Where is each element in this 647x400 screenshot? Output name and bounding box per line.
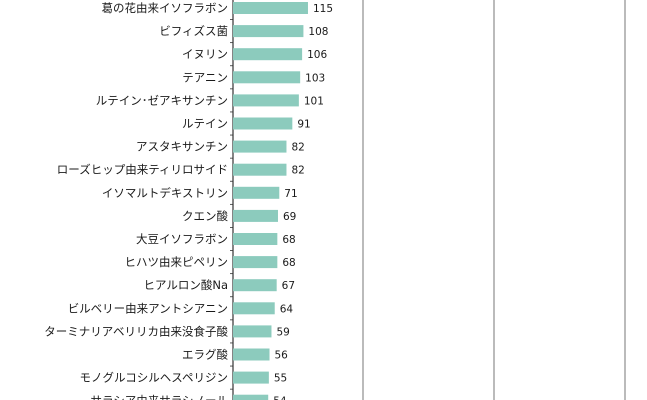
bar xyxy=(233,233,278,245)
labels-group: 葛の花由来イソフラボン 115 ビフィズス菌 108 イヌリン 106 テアニン 103 ルテイ… xyxy=(44,1,333,400)
value-label: 56 xyxy=(275,350,289,362)
category-label: サラシア由来サラシノール xyxy=(90,394,228,400)
category-label: アスタキサンチン xyxy=(136,140,228,154)
category-label: ルテイン･ゼアキサンチン xyxy=(96,93,228,107)
bar xyxy=(233,48,303,61)
bar xyxy=(233,94,299,107)
value-label: 68 xyxy=(282,234,295,246)
value-label: 108 xyxy=(308,26,328,38)
category-label: ヒアルロン酸Na xyxy=(143,278,228,292)
value-label: 91 xyxy=(297,119,310,131)
category-label: ヒハツ由来ピペリン xyxy=(125,255,229,269)
bar xyxy=(233,348,270,361)
value-label: 82 xyxy=(291,165,304,177)
bar xyxy=(233,371,269,384)
bar xyxy=(233,117,293,130)
category-label: エラグ酸 xyxy=(182,348,228,362)
value-label: 54 xyxy=(273,396,287,400)
value-label: 59 xyxy=(276,326,289,338)
category-label: イヌリン xyxy=(182,47,228,61)
value-label: 68 xyxy=(282,257,295,269)
bars-group xyxy=(233,2,308,400)
bar xyxy=(233,25,304,38)
bar xyxy=(233,2,308,14)
value-label: 71 xyxy=(284,188,297,200)
category-label: テアニン xyxy=(182,70,228,84)
bar xyxy=(233,325,272,338)
value-label: 55 xyxy=(274,373,287,385)
value-label: 64 xyxy=(280,303,294,315)
category-label: 大豆イソフラボン xyxy=(136,232,228,246)
value-label: 101 xyxy=(304,95,324,107)
value-label: 82 xyxy=(291,142,304,154)
value-label: 103 xyxy=(305,72,325,84)
bar xyxy=(233,186,280,199)
category-label: モノグルコシルヘスペリジン xyxy=(80,371,228,385)
bar xyxy=(233,71,301,84)
value-label: 67 xyxy=(282,280,295,292)
value-label: 106 xyxy=(307,49,327,61)
category-label: ローズヒップ由来ティリロサイド xyxy=(57,163,228,177)
category-label: ルテイン xyxy=(182,117,228,131)
category-label: ビフィズス菌 xyxy=(159,24,228,38)
bar xyxy=(233,163,287,176)
category-label: クエン酸 xyxy=(182,209,228,223)
category-label: 葛の花由来イソフラボン xyxy=(102,1,229,15)
bar xyxy=(233,140,287,153)
bar xyxy=(233,394,269,400)
bar xyxy=(233,209,278,222)
category-label: ビルベリー由来アントシアニン xyxy=(68,301,228,315)
bar xyxy=(233,256,278,269)
bar xyxy=(233,279,277,292)
value-label: 115 xyxy=(313,3,333,15)
category-label: ターミナリアベリリカ由来没食子酸 xyxy=(44,324,228,338)
bar xyxy=(233,302,275,315)
value-label: 69 xyxy=(283,211,296,223)
category-label: イソマルトデキストリン xyxy=(102,186,228,200)
